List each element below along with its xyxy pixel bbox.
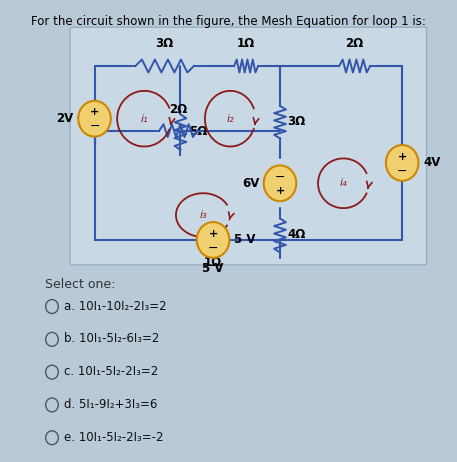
Text: 4V: 4V <box>423 157 441 170</box>
Circle shape <box>78 101 111 137</box>
Text: 2Ω: 2Ω <box>345 37 363 50</box>
Text: 3Ω: 3Ω <box>287 115 305 128</box>
Text: 5 V: 5 V <box>202 262 224 275</box>
Text: −: − <box>275 170 285 183</box>
Text: 2Ω: 2Ω <box>169 103 187 116</box>
Text: b. 10I₁-5I₂-6I₃=2: b. 10I₁-5I₂-6I₃=2 <box>64 332 159 346</box>
Text: −: − <box>397 164 408 177</box>
Text: 1Ω: 1Ω <box>204 256 222 269</box>
Text: i₄: i₄ <box>340 178 347 188</box>
Text: 4Ω: 4Ω <box>287 229 306 242</box>
Text: a. 10I₁-10I₂-2I₃=2: a. 10I₁-10I₂-2I₃=2 <box>64 299 166 313</box>
Text: 5 V: 5 V <box>234 233 255 246</box>
Text: Select one:: Select one: <box>45 278 115 291</box>
Text: e. 10I₁-5I₂-2I₃=-2: e. 10I₁-5I₂-2I₃=-2 <box>64 431 163 444</box>
Text: 3Ω: 3Ω <box>155 37 173 50</box>
Text: 6V: 6V <box>242 177 259 190</box>
Circle shape <box>386 145 419 181</box>
Text: 5Ω: 5Ω <box>190 125 208 138</box>
Text: −: − <box>208 242 218 255</box>
Circle shape <box>197 222 229 258</box>
Text: +: + <box>276 186 285 196</box>
Text: i₂: i₂ <box>226 114 234 124</box>
Text: 2V: 2V <box>57 112 74 125</box>
Text: i₃: i₃ <box>199 210 207 220</box>
Text: For the circuit shown in the figure, the Mesh Equation for loop 1 is:: For the circuit shown in the figure, the… <box>31 15 426 28</box>
Text: 1Ω: 1Ω <box>237 37 255 50</box>
Text: i₁: i₁ <box>140 114 148 124</box>
Text: +: + <box>208 229 218 239</box>
Circle shape <box>264 165 296 201</box>
Text: −: − <box>89 120 100 133</box>
Text: +: + <box>398 152 407 162</box>
Text: d. 5I₁-9I₂+3I₃=6: d. 5I₁-9I₂+3I₃=6 <box>64 398 157 411</box>
Text: c. 10I₁-5I₂-2I₃=2: c. 10I₁-5I₂-2I₃=2 <box>64 365 158 378</box>
FancyBboxPatch shape <box>70 27 426 265</box>
Text: +: + <box>90 108 99 117</box>
